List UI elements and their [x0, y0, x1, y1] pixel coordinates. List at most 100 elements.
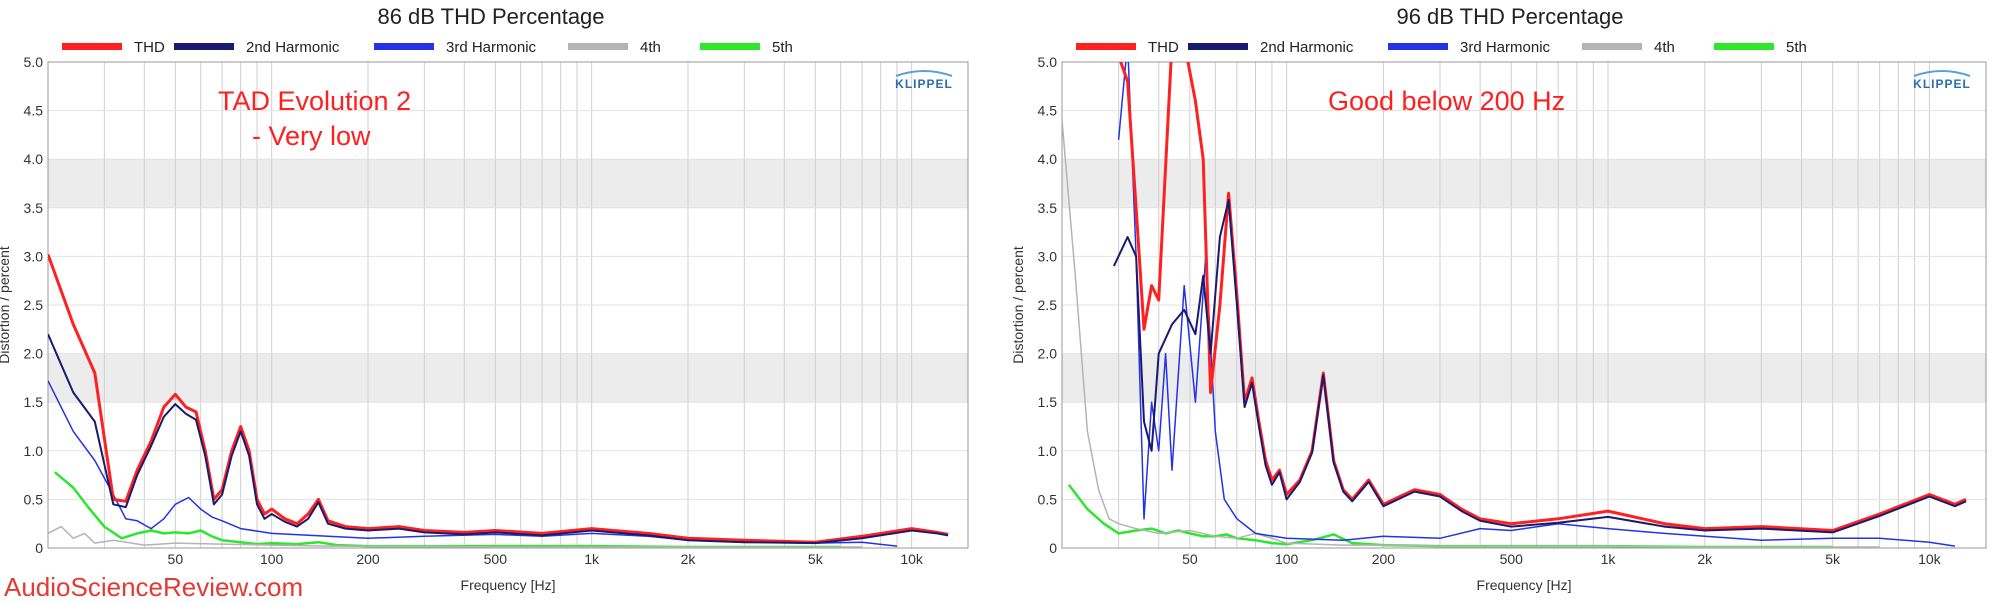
- series-lines: [1062, 62, 1967, 548]
- legend-label: THD: [134, 39, 165, 56]
- legend-item: 5th: [700, 39, 793, 56]
- series-line-3rd-harmonic: [1117, 62, 1956, 547]
- legend: THD 2nd Harmonic 3rd Harmonic 4th 5th: [1076, 39, 1807, 56]
- y-tick-label: 0: [35, 540, 43, 556]
- legend-item: 3rd Harmonic: [374, 39, 537, 56]
- legend-swatch: [1714, 43, 1774, 50]
- x-tick-labels: 50 100 200 500 1k 2k 5k 10k: [1182, 551, 1942, 567]
- annotation: TAD Evolution 2 - Very low: [218, 86, 411, 151]
- legend-label: 4th: [1654, 39, 1675, 56]
- plot-bands: [1062, 62, 1986, 500]
- klippel-arc: [895, 70, 953, 77]
- y-tick-label: 4.0: [24, 151, 44, 167]
- y-axis-label: Distortion / percent: [1010, 246, 1026, 364]
- x-tick-label: 50: [1182, 551, 1198, 567]
- y-tick-label: 0: [1049, 540, 1057, 556]
- series-line-4th: [48, 525, 863, 548]
- x-axis-label: Frequency [Hz]: [1477, 577, 1572, 593]
- y-axis-label: Distortion / percent: [0, 246, 12, 364]
- klippel-logo-text: KLIPPEL: [1913, 77, 1971, 91]
- plot-band: [1062, 450, 1986, 500]
- y-tick-label: 3.5: [1038, 200, 1058, 216]
- annotation-line: TAD Evolution 2: [218, 86, 411, 116]
- chart-title: 96 dB THD Percentage: [1396, 4, 1623, 29]
- legend-swatch: [374, 43, 434, 50]
- x-tick-labels: 50 100 200 500 1k 2k 5k 10k: [168, 551, 924, 567]
- x-tick-label: 50: [168, 551, 184, 567]
- legend-item: THD: [62, 39, 165, 56]
- klippel-logo: KLIPPEL: [895, 70, 953, 91]
- legend-label: 5th: [772, 39, 793, 56]
- legend-swatch: [1388, 43, 1448, 50]
- klippel-logo-text: KLIPPEL: [895, 77, 953, 91]
- y-tick-label: 3.0: [24, 248, 44, 264]
- x-tick-label: 1k: [584, 551, 600, 567]
- y-tick-labels: 0 0.5 1.0 1.5 2.0 2.5 3.0 3.5 4.0 4.5 5.0: [24, 54, 44, 556]
- y-tick-label: 1.5: [1038, 394, 1058, 410]
- plot-band: [48, 159, 968, 208]
- annotation: Good below 200 Hz: [1328, 86, 1565, 116]
- series-line-thd: [48, 253, 949, 544]
- y-tick-label: 4.5: [24, 103, 44, 119]
- legend-item: 2nd Harmonic: [1188, 39, 1354, 56]
- x-tick-label: 200: [1372, 551, 1396, 567]
- y-tick-label: 3.0: [1038, 248, 1058, 264]
- x-tick-label: 1k: [1601, 551, 1617, 567]
- legend-item: 2nd Harmonic: [174, 39, 340, 56]
- legend-swatch: [1582, 43, 1642, 50]
- y-tick-label: 1.0: [24, 443, 44, 459]
- legend-swatch: [700, 43, 760, 50]
- legend-item: 5th: [1714, 39, 1807, 56]
- plot-band: [48, 450, 968, 500]
- plot-band: [48, 62, 968, 111]
- legend-item: 4th: [1582, 39, 1675, 56]
- legend-label: 2nd Harmonic: [1260, 39, 1354, 56]
- x-tick-label: 2k: [1697, 551, 1713, 567]
- x-tick-label: 5k: [1825, 551, 1841, 567]
- legend-swatch: [1188, 43, 1248, 50]
- x-tick-label: 200: [356, 551, 380, 567]
- y-tick-label: 0.5: [1038, 491, 1058, 507]
- series-line-2nd-harmonic: [48, 333, 949, 545]
- legend-item: 3rd Harmonic: [1388, 39, 1551, 56]
- y-tick-label: 5.0: [1038, 54, 1058, 70]
- watermark: AudioScienceReview.com: [4, 572, 304, 602]
- legend-label: THD: [1148, 39, 1179, 56]
- legend-label: 3rd Harmonic: [1460, 39, 1551, 56]
- legend-label: 3rd Harmonic: [446, 39, 537, 56]
- x-tick-label: 2k: [681, 551, 697, 567]
- annotation-line: - Very low: [252, 121, 371, 151]
- plot-band: [48, 256, 968, 305]
- x-tick-label: 500: [484, 551, 508, 567]
- y-tick-label: 5.0: [24, 54, 44, 70]
- annotation-line: Good below 200 Hz: [1328, 86, 1565, 116]
- plot-band: [48, 353, 968, 403]
- plot-band: [1062, 159, 1986, 208]
- y-tick-labels: 0 0.5 1.0 1.5 2.0 2.5 3.0 3.5 4.0 4.5 5.0: [1038, 54, 1058, 556]
- plot-frame: [47, 61, 969, 549]
- y-tick-label: 2.5: [1038, 297, 1058, 313]
- y-tick-label: 2.0: [24, 346, 44, 362]
- chart-title: 86 dB THD Percentage: [377, 4, 604, 29]
- x-tick-label: 10k: [900, 551, 924, 567]
- legend-item: THD: [1076, 39, 1179, 56]
- plot-frame: [1061, 61, 1987, 549]
- plot-band: [1062, 62, 1986, 111]
- plot-band: [1062, 353, 1986, 403]
- y-tick-label: 1.5: [24, 394, 44, 410]
- y-tick-label: 4.0: [1038, 151, 1058, 167]
- x-tick-label: 10k: [1918, 551, 1942, 567]
- klippel-arc: [1913, 70, 1971, 77]
- y-tick-label: 1.0: [1038, 443, 1058, 459]
- plot-bands: [48, 62, 968, 500]
- series-lines: [48, 253, 949, 548]
- x-tick-label: 500: [1500, 551, 1524, 567]
- y-tick-label: 2.5: [24, 297, 44, 313]
- legend-item: 4th: [568, 39, 661, 56]
- x-axis-label: Frequency [Hz]: [461, 577, 556, 593]
- legend-swatch: [62, 43, 122, 50]
- series-line-2nd-harmonic: [1112, 199, 1967, 534]
- chart-1: 00.51.01.52.02.53.03.54.04.55.050 100 200 5…: [0, 4, 969, 593]
- y-tick-label: 0.5: [24, 491, 44, 507]
